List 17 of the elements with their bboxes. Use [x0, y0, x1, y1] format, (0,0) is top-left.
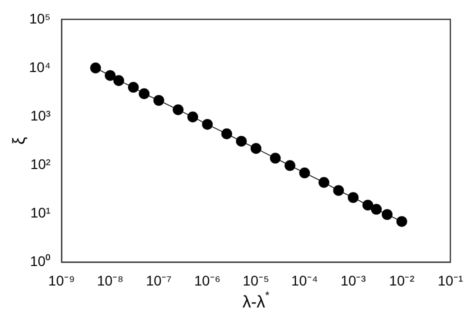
x-tick-label: 10⁻⁸	[96, 272, 124, 288]
x-tick-label: 10⁻⁶	[194, 272, 221, 288]
y-tick-label: 10⁴	[28, 58, 51, 75]
y-tick-label: 10⁵	[29, 10, 51, 26]
y-tick-label: 10²	[30, 156, 51, 172]
y-tick-label: 10³	[30, 107, 51, 124]
x-tick-label: 10⁻¹	[438, 272, 464, 288]
y-axis-title: ξ	[10, 136, 29, 145]
x-axis-title: λ-λ*	[242, 290, 270, 312]
x-tick-label: 10⁻³	[340, 272, 366, 288]
x-tick-label: 10⁻²	[389, 272, 415, 288]
y-tick-label: 10¹	[30, 204, 51, 220]
x-tick-label: 10⁻⁷	[146, 272, 172, 288]
x-tick-label: 10⁻⁵	[242, 272, 270, 288]
x-tick-label: 10⁻⁹	[48, 272, 75, 288]
y-tick-label: 10⁰	[30, 253, 51, 270]
x-tick-label: 10⁻⁴	[291, 272, 318, 288]
